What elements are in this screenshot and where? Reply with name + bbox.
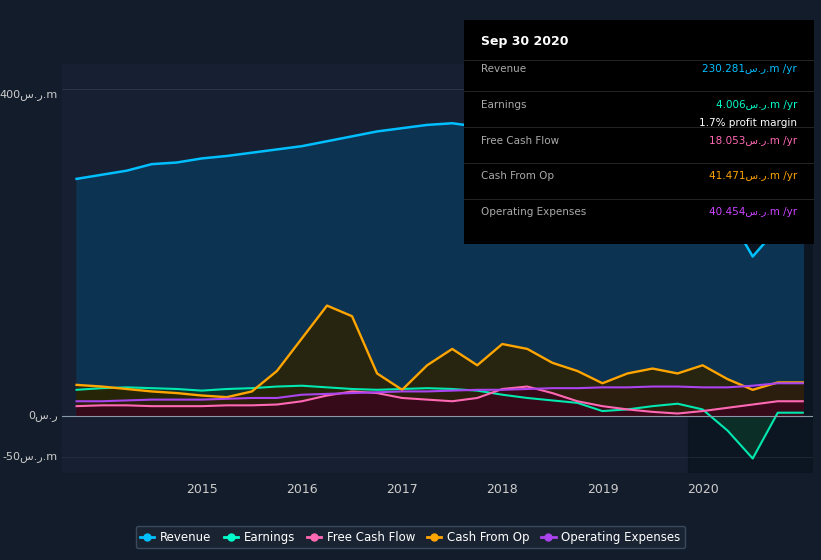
- Text: Operating Expenses: Operating Expenses: [481, 207, 587, 217]
- Legend: Revenue, Earnings, Free Cash Flow, Cash From Op, Operating Expenses: Revenue, Earnings, Free Cash Flow, Cash …: [135, 526, 686, 548]
- Text: 230.281س.ر.m /yr: 230.281س.ر.m /yr: [702, 64, 797, 74]
- Text: Free Cash Flow: Free Cash Flow: [481, 136, 560, 146]
- Text: 400س.ر.m: 400س.ر.m: [0, 89, 57, 100]
- Text: Revenue: Revenue: [481, 64, 526, 74]
- Text: 1.7% profit margin: 1.7% profit margin: [699, 118, 797, 128]
- Text: 41.471س.ر.m /yr: 41.471س.ر.m /yr: [709, 171, 797, 181]
- Text: 0س.ر: 0س.ر: [28, 410, 57, 422]
- Text: 4.006س.ر.m /yr: 4.006س.ر.m /yr: [716, 100, 797, 110]
- Text: Cash From Op: Cash From Op: [481, 171, 554, 181]
- Text: -50س.ر.m: -50س.ر.m: [2, 451, 57, 463]
- Text: 18.053س.ر.m /yr: 18.053س.ر.m /yr: [709, 136, 797, 146]
- Text: Sep 30 2020: Sep 30 2020: [481, 35, 569, 48]
- Text: 40.454س.ر.m /yr: 40.454س.ر.m /yr: [709, 207, 797, 217]
- Bar: [688, 64, 813, 473]
- Text: Earnings: Earnings: [481, 100, 527, 110]
